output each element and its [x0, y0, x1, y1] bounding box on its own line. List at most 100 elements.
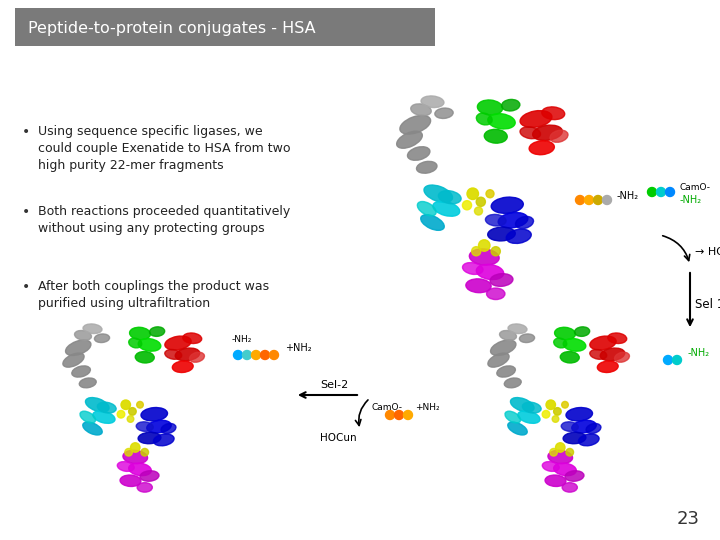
Ellipse shape — [83, 422, 102, 435]
Ellipse shape — [165, 336, 191, 350]
Ellipse shape — [600, 348, 625, 361]
Ellipse shape — [615, 352, 629, 362]
Ellipse shape — [477, 100, 503, 115]
Ellipse shape — [130, 443, 140, 453]
Ellipse shape — [563, 339, 586, 351]
Ellipse shape — [94, 334, 109, 342]
Ellipse shape — [505, 411, 521, 423]
Text: CamO-: CamO- — [680, 184, 711, 192]
Circle shape — [243, 350, 251, 360]
Ellipse shape — [93, 411, 115, 423]
Circle shape — [233, 350, 243, 360]
Ellipse shape — [400, 116, 431, 134]
Ellipse shape — [506, 229, 531, 244]
Circle shape — [269, 350, 279, 360]
Text: +NH₂: +NH₂ — [285, 343, 312, 353]
Ellipse shape — [477, 113, 492, 125]
Text: -NH₂: -NH₂ — [680, 195, 702, 205]
Text: -NH₂: -NH₂ — [232, 335, 253, 345]
Ellipse shape — [550, 448, 557, 456]
Ellipse shape — [135, 352, 154, 363]
Text: •: • — [22, 205, 30, 219]
Circle shape — [647, 187, 657, 197]
Ellipse shape — [474, 207, 482, 215]
Ellipse shape — [548, 450, 572, 464]
Circle shape — [385, 410, 395, 420]
Ellipse shape — [516, 217, 534, 228]
Ellipse shape — [416, 161, 437, 173]
Ellipse shape — [161, 423, 176, 434]
Ellipse shape — [608, 333, 626, 343]
Ellipse shape — [138, 339, 161, 351]
Ellipse shape — [469, 249, 499, 265]
Ellipse shape — [424, 185, 453, 202]
Ellipse shape — [563, 433, 586, 444]
Text: Both reactions proceeded quantitatively
without using any protecting groups: Both reactions proceeded quantitatively … — [38, 205, 290, 235]
Ellipse shape — [550, 130, 568, 143]
Ellipse shape — [561, 422, 578, 431]
Ellipse shape — [575, 327, 590, 336]
Ellipse shape — [80, 411, 96, 423]
Ellipse shape — [566, 448, 574, 456]
Circle shape — [665, 187, 675, 197]
Ellipse shape — [79, 378, 96, 388]
Ellipse shape — [83, 324, 102, 334]
Ellipse shape — [490, 340, 516, 355]
Ellipse shape — [129, 463, 151, 476]
Ellipse shape — [141, 408, 168, 421]
Ellipse shape — [189, 352, 204, 362]
Ellipse shape — [127, 416, 134, 422]
Ellipse shape — [86, 397, 109, 412]
Ellipse shape — [136, 422, 153, 431]
Ellipse shape — [556, 443, 565, 453]
Text: Peptide-to-protein conjugates - HSA: Peptide-to-protein conjugates - HSA — [28, 21, 315, 36]
Circle shape — [603, 195, 611, 205]
Ellipse shape — [560, 352, 580, 363]
Ellipse shape — [520, 111, 552, 127]
Ellipse shape — [172, 361, 193, 373]
Circle shape — [672, 355, 682, 364]
Ellipse shape — [487, 113, 516, 129]
Ellipse shape — [75, 330, 91, 340]
Ellipse shape — [129, 408, 136, 415]
Circle shape — [395, 410, 403, 420]
Ellipse shape — [418, 201, 436, 216]
Circle shape — [593, 195, 603, 205]
Ellipse shape — [546, 400, 556, 409]
Ellipse shape — [476, 197, 485, 206]
Circle shape — [664, 355, 672, 364]
Ellipse shape — [466, 279, 491, 293]
Ellipse shape — [590, 349, 607, 359]
Ellipse shape — [121, 400, 130, 409]
Text: HOCun: HOCun — [320, 433, 356, 443]
Circle shape — [251, 350, 261, 360]
Ellipse shape — [545, 475, 566, 487]
Ellipse shape — [572, 420, 596, 433]
Ellipse shape — [490, 274, 513, 286]
Ellipse shape — [467, 188, 479, 199]
Ellipse shape — [508, 422, 527, 435]
Ellipse shape — [150, 327, 165, 336]
Ellipse shape — [153, 434, 174, 446]
Ellipse shape — [542, 410, 550, 418]
Ellipse shape — [520, 127, 541, 139]
Text: •: • — [22, 125, 30, 139]
Ellipse shape — [129, 338, 142, 348]
Text: After both couplings the product was
purified using ultrafiltration: After both couplings the product was pur… — [38, 280, 269, 310]
Ellipse shape — [504, 378, 521, 388]
Ellipse shape — [97, 402, 116, 413]
Ellipse shape — [488, 353, 509, 367]
Ellipse shape — [529, 141, 554, 155]
Ellipse shape — [140, 471, 159, 481]
Ellipse shape — [117, 462, 134, 471]
Ellipse shape — [410, 104, 431, 116]
Ellipse shape — [566, 408, 593, 421]
Ellipse shape — [485, 214, 506, 226]
Text: → HOCam: → HOCam — [695, 247, 720, 257]
Text: -NH₂: -NH₂ — [617, 191, 639, 201]
Ellipse shape — [578, 434, 599, 446]
Circle shape — [403, 410, 413, 420]
Ellipse shape — [542, 462, 559, 471]
Ellipse shape — [462, 201, 472, 210]
Ellipse shape — [137, 483, 153, 492]
